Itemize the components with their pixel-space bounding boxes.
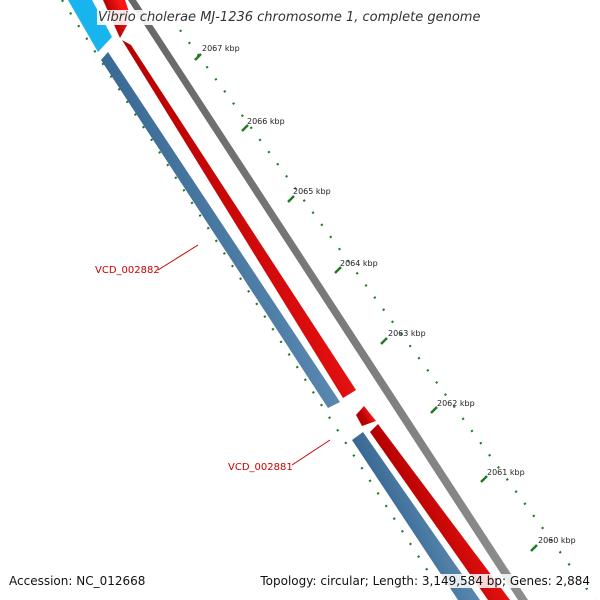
forward-cds-small[interactable] (356, 406, 376, 426)
tick-label: 2062 kbp (437, 399, 475, 408)
reverse-cds-lower[interactable] (352, 432, 480, 600)
major-tick (530, 544, 538, 552)
forward-cds-main[interactable] (122, 40, 356, 398)
major-tick (287, 195, 295, 203)
gene-label-leader (157, 244, 199, 271)
gene-label-leader (291, 439, 331, 466)
other-feature-cyan[interactable] (68, 0, 112, 52)
major-tick (241, 124, 249, 132)
tick-label: 2064 kbp (340, 259, 378, 268)
major-ticks (194, 53, 538, 552)
major-tick (334, 266, 342, 274)
tick-label: 2063 kbp (388, 329, 426, 338)
gene-label-vcd-002882[interactable]: VCD_002882 (95, 265, 160, 276)
map-title: Vibrio cholerae MJ-1236 chromosome 1, co… (97, 10, 482, 25)
tick-label: 2065 kbp (293, 187, 331, 196)
gene-label-vcd-002881[interactable]: VCD_002881 (228, 462, 293, 473)
tick-labels: 2067 kbp 2066 kbp 2065 kbp 2064 kbp 2063… (202, 44, 576, 545)
reverse-cds-upper[interactable] (101, 52, 340, 408)
tick-ring-inner (61, 0, 441, 591)
major-tick (430, 406, 438, 414)
tick-label: 2061 kbp (487, 468, 525, 477)
accession-label: Accession: NC_012668 (9, 574, 146, 588)
backbone-track (128, 0, 528, 600)
tick-label: 2066 kbp (247, 117, 285, 126)
tick-label: 2060 kbp (538, 536, 576, 545)
major-tick (480, 475, 488, 483)
tick-label: 2067 kbp (202, 44, 240, 53)
forward-cds-lower[interactable] (370, 424, 510, 600)
genome-summary: Topology: circular; Length: 3,149,584 bp… (260, 574, 590, 588)
major-tick (194, 53, 202, 61)
tick-ring-outer (179, 29, 596, 600)
major-tick (380, 337, 388, 345)
